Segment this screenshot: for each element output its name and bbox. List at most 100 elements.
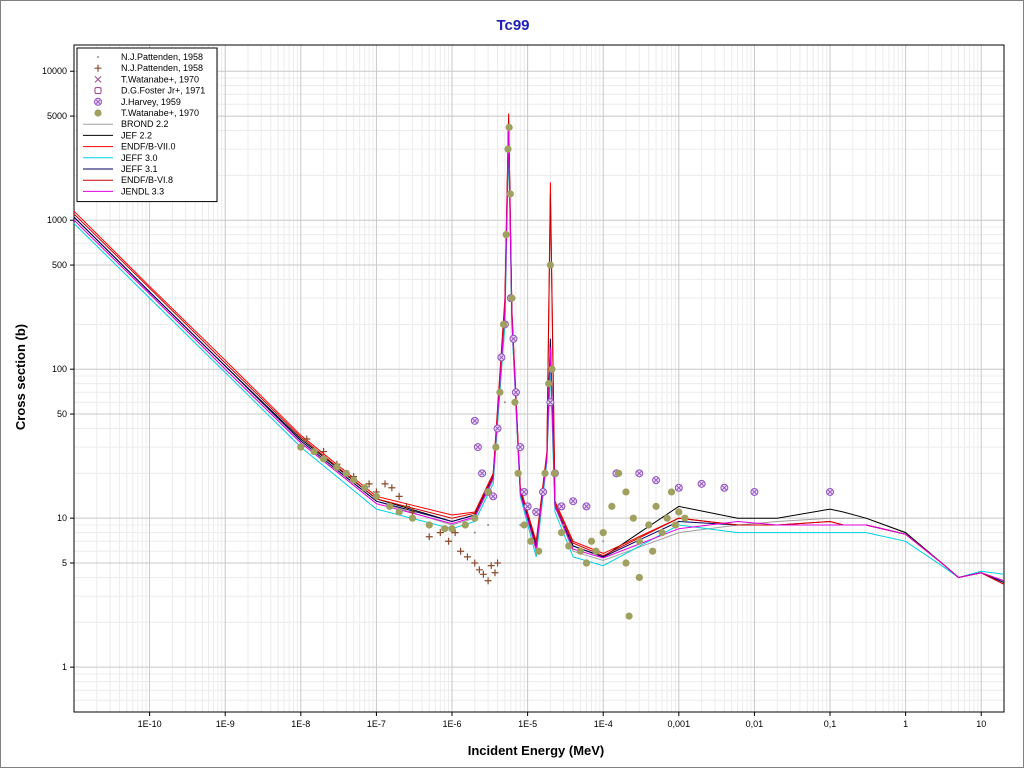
- data-point-t-watanabe-1970: [635, 537, 643, 545]
- data-point-t-watanabe-1970: [514, 469, 522, 477]
- data-point-t-watanabe-1970: [649, 547, 657, 555]
- data-point-t-watanabe-1970: [546, 261, 554, 269]
- data-point-t-watanabe-1970: [615, 469, 623, 477]
- data-point-j-harvey-1959: [478, 469, 487, 478]
- x-tick-label: 0,01: [746, 719, 764, 729]
- data-point-t-watanabe-1970: [297, 443, 305, 451]
- x-axis-label: Incident Energy (MeV): [468, 743, 605, 758]
- x-tick-label: 1E-10: [138, 719, 162, 729]
- data-point-j-harvey-1959: [511, 388, 520, 397]
- data-point-n-j-pattenden-1958: [602, 540, 605, 543]
- legend-label-j-harvey-1959: J.Harvey, 1959: [121, 97, 181, 107]
- data-point-n-j-pattenden-1958: [408, 508, 416, 516]
- data-point-j-harvey-1959: [497, 353, 506, 362]
- y-tick-label: 5000: [47, 111, 67, 121]
- legend-marker-n-j-pattenden-1958: [94, 64, 102, 72]
- data-point-t-watanabe-1970: [545, 380, 553, 388]
- data-point-t-watanabe-1970: [408, 514, 417, 522]
- data-point-t-watanabe-1970: [484, 488, 492, 496]
- data-point-n-j-pattenden-1958: [491, 569, 499, 577]
- data-point-j-harvey-1959: [539, 487, 548, 496]
- data-point-t-watanabe-1970: [658, 529, 666, 537]
- data-point-t-watanabe-1970: [557, 529, 566, 537]
- legend-label-n-j-pattenden-1958: N.J.Pattenden, 1958: [121, 63, 203, 73]
- data-point-j-harvey-1959: [697, 479, 706, 488]
- data-point-t-watanabe-1970: [471, 514, 479, 522]
- chart-title: Tc99: [496, 17, 529, 34]
- data-point-n-j-pattenden-1958: [402, 502, 410, 510]
- legend-box: [76, 47, 218, 203]
- data-point-t-watanabe-1970: [635, 573, 643, 582]
- data-point-t-watanabe-1970: [333, 463, 341, 471]
- legend-marker-j-harvey-1959: [94, 97, 102, 106]
- data-point-t-watanabe-1970: [675, 508, 683, 516]
- x-tick-label: 1E-5: [518, 719, 537, 729]
- data-point-t-watanabe-1970: [508, 294, 516, 302]
- data-point-j-harvey-1959: [509, 334, 518, 343]
- data-point-t-watanabe-1970: [502, 231, 510, 239]
- data-point-t-watanabe-1970: [652, 502, 660, 510]
- data-point-t-watanabe-1970: [663, 514, 671, 522]
- data-point-t-watanabe-1970: [448, 525, 456, 533]
- x-tick-label: 1: [903, 719, 908, 729]
- data-point-t-watanabe-1970: [395, 508, 403, 516]
- data-point-t-watanabe-1970: [565, 542, 573, 550]
- legend-marker-t-watanabe-1970: [94, 76, 102, 83]
- data-point-t-watanabe-1970: [492, 443, 500, 451]
- data-point-t-watanabe-1970: [541, 469, 549, 477]
- data-point-j-harvey-1959: [489, 492, 498, 501]
- data-point-t-watanabe-1970: [551, 469, 559, 477]
- legend-label-endf-b-vii-0: ENDF/B-VII.0: [121, 142, 176, 152]
- data-point-n-j-pattenden-1958: [395, 492, 403, 500]
- data-point-n-j-pattenden-1958: [457, 547, 465, 555]
- data-point-t-watanabe-1970: [350, 476, 358, 484]
- data-point-j-harvey-1959: [720, 483, 729, 492]
- data-point-t-watanabe-1970: [681, 514, 689, 522]
- legend-label-d-g-foster-jr-1971: D.G.Foster Jr+, 1971: [121, 86, 205, 96]
- data-point-t-watanabe-1970: [671, 521, 679, 529]
- data-point-n-j-pattenden-1958: [484, 577, 492, 585]
- data-point-t-watanabe-1970: [342, 469, 350, 477]
- grid: [74, 45, 1004, 712]
- data-point-t-watanabe-1970: [310, 447, 318, 456]
- y-tick-label: 10: [57, 513, 67, 523]
- legend-label-t-watanabe-1970: T.Watanabe+, 1970: [121, 108, 199, 118]
- data-point-j-harvey-1959: [523, 502, 532, 511]
- data-point-t-watanabe-1970: [499, 320, 508, 328]
- data-point-j-harvey-1959: [473, 443, 482, 452]
- data-point-t-watanabe-1970: [496, 388, 504, 396]
- y-axis-label: Cross section (b): [13, 324, 28, 430]
- data-point-t-watanabe-1970: [527, 537, 535, 545]
- data-point-t-watanabe-1970: [372, 492, 381, 501]
- data-point-t-watanabe-1970: [548, 365, 556, 373]
- legend-label-t-watanabe-1970: T.Watanabe+, 1970: [121, 74, 199, 84]
- data-point-n-j-pattenden-1958: [471, 559, 479, 567]
- y-tick-label: 1000: [47, 215, 67, 225]
- data-point-j-harvey-1959: [546, 398, 555, 407]
- data-point-t-watanabe-1970: [592, 547, 600, 555]
- data-point-n-j-pattenden-1958: [388, 484, 396, 492]
- data-point-n-j-pattenden-1958: [487, 562, 495, 570]
- data-point-n-j-pattenden-1958: [381, 480, 389, 488]
- legend-label-n-j-pattenden-1958: N.J.Pattenden, 1958: [121, 52, 203, 62]
- data-point-n-j-pattenden-1958: [494, 559, 502, 567]
- experimental-markers: [297, 123, 835, 620]
- data-point-t-watanabe-1970: [587, 537, 596, 545]
- legend-label-jendl-3-3: JENDL 3.3: [121, 186, 164, 196]
- y-tick-label: 500: [52, 260, 67, 270]
- y-axis-ticks: 1 5 10 50 100 500 1000 5000 10000: [42, 66, 74, 672]
- data-point-j-harvey-1959: [674, 483, 683, 492]
- x-tick-label: 1E-8: [291, 719, 310, 729]
- data-point-t-watanabe-1970: [599, 529, 607, 537]
- data-point-n-j-pattenden-1958: [425, 533, 433, 541]
- data-point-n-j-pattenden-1958: [473, 531, 476, 534]
- x-tick-label: 0,001: [668, 719, 691, 729]
- data-point-t-watanabe-1970: [441, 525, 449, 533]
- x-axis-ticks: 1E-10 1E-9 1E-8 1E-7 1E-6 1E-5 1E-4 0,001 0,01 0,…: [138, 712, 986, 729]
- data-point-n-j-pattenden-1958: [436, 529, 444, 537]
- data-point-t-watanabe-1970: [386, 502, 394, 510]
- data-point-n-j-pattenden-1958: [475, 566, 483, 574]
- legend-marker-n-j-pattenden-1958: [97, 56, 99, 58]
- x-tick-label: 0,1: [824, 719, 837, 729]
- data-point-j-harvey-1959: [470, 416, 479, 425]
